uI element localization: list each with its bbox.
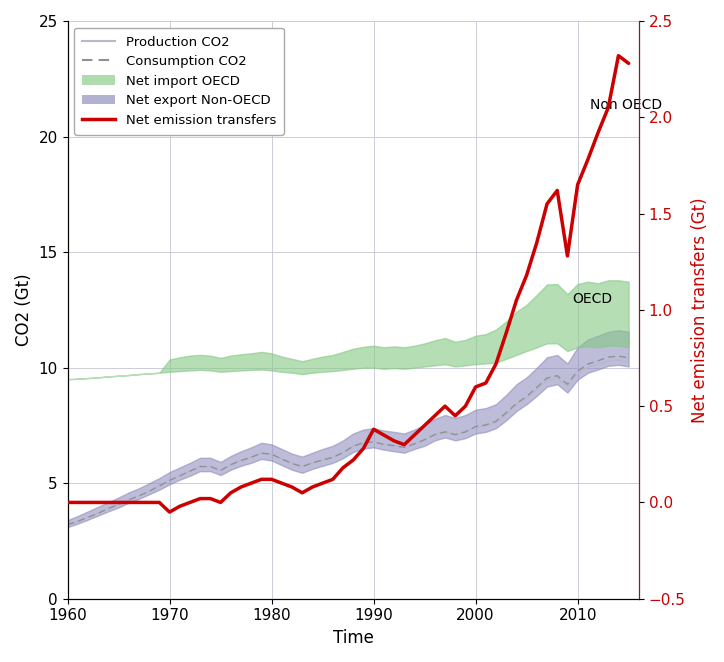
- Text: Non OECD: Non OECD: [590, 98, 662, 112]
- X-axis label: Time: Time: [333, 629, 374, 647]
- Legend: Production CO2, Consumption CO2, Net import OECD, Net export Non-OECD, Net emiss: Production CO2, Consumption CO2, Net imp…: [74, 28, 284, 135]
- Y-axis label: Net emission transfers (Gt): Net emission transfers (Gt): [691, 197, 709, 422]
- Text: OECD: OECD: [573, 292, 613, 306]
- Y-axis label: CO2 (Gt): CO2 (Gt): [15, 273, 33, 346]
